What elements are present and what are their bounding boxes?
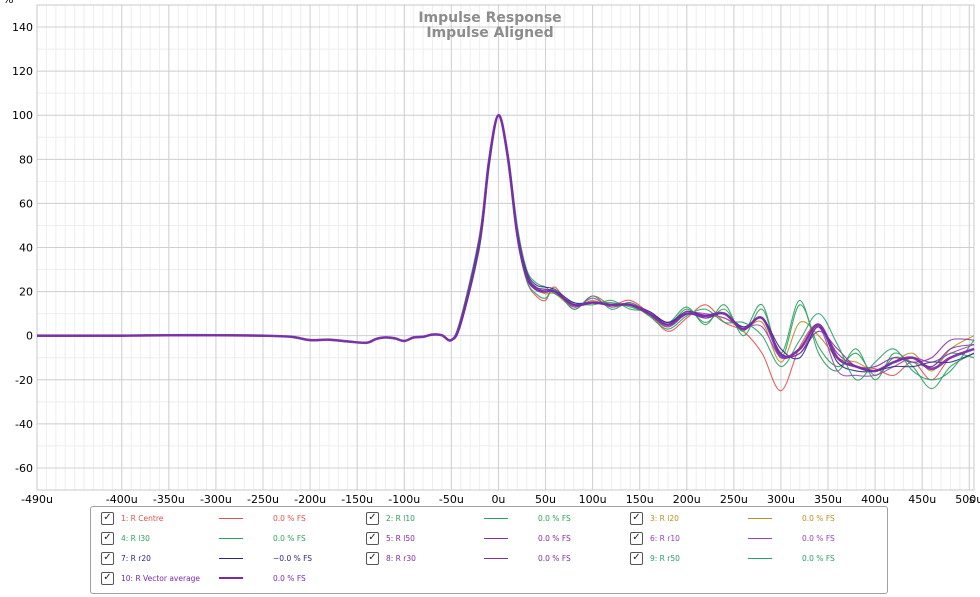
y-tick-label: -20 (15, 374, 33, 387)
legend-series-name: 2: R l10 (386, 513, 415, 523)
x-tick-label: -300u (200, 493, 232, 506)
legend-line-swatch (484, 517, 508, 519)
x-tick-label: 50u (535, 493, 556, 506)
legend-item: ✓ 5: R l50 0.0 % FS (366, 529, 571, 547)
legend-series-name: 9: R r50 (650, 553, 680, 563)
series-line-3 (36, 114, 975, 372)
legend-series-name: 7: R r20 (121, 553, 151, 563)
x-tick-label: -100u (388, 493, 420, 506)
legend-series-name: 5: R l50 (386, 533, 415, 543)
legend-line-swatch (748, 517, 772, 519)
legend-value: 0.0 % FS (802, 513, 835, 523)
legend-checkbox[interactable]: ✓ (101, 551, 114, 565)
legend-panel: ✓ 1: R Centre 0.0 % FS ✓ 2: R l10 0.0 % FS ✓ 3:… (90, 506, 888, 594)
legend-line-swatch (219, 517, 243, 519)
chart-title: Impulse Response (418, 10, 561, 26)
y-tick-label: 20 (19, 286, 33, 299)
legend-checkbox[interactable]: ✓ (101, 531, 114, 545)
y-axis-unit: % (3, 0, 13, 6)
legend-line-swatch (219, 557, 243, 559)
legend-item: ✓ 2: R l10 0.0 % FS (366, 509, 571, 527)
x-tick-label: 250u (720, 493, 748, 506)
legend-item: ✓ 9: R r50 0.0 % FS (630, 549, 835, 567)
x-tick-label: 500u (955, 493, 980, 506)
x-tick-label: 0u (491, 493, 505, 506)
x-tick-label: 350u (814, 493, 842, 506)
series-line-10 (36, 113, 975, 373)
legend-checkbox[interactable]: ✓ (630, 511, 643, 525)
y-tick-label: -40 (15, 418, 33, 431)
legend-checkbox[interactable]: ✓ (366, 531, 379, 545)
series-lines (36, 113, 975, 392)
legend-line-swatch (748, 537, 772, 539)
legend-checkbox[interactable]: ✓ (101, 571, 114, 585)
x-tick-label: -400u (106, 493, 138, 506)
x-tick-label: -350u (153, 493, 185, 506)
legend-value: 0.0 % FS (273, 573, 306, 583)
y-tick-label: 0 (26, 330, 33, 343)
x-tick-label: -200u (294, 493, 326, 506)
y-tick-label: 120 (12, 65, 33, 78)
x-tick-label: 100u (579, 493, 607, 506)
legend-value: 0.0 % FS (273, 533, 306, 543)
series-line-7 (36, 114, 975, 373)
legend-value: 0.0 % FS (802, 553, 835, 563)
legend-line-swatch (484, 537, 508, 539)
x-tick-label: 150u (626, 493, 654, 506)
legend-series-name: 1: R Centre (121, 513, 164, 523)
legend-value: −0.0 % FS (273, 553, 313, 563)
y-tick-label: 80 (19, 153, 33, 166)
legend-item: ✓ 8: R r30 0.0 % FS (366, 549, 571, 567)
legend-item: ✓ 7: R r20 −0.0 % FS (101, 549, 312, 567)
x-tick-label: 300u (767, 493, 795, 506)
y-tick-label: -60 (15, 462, 33, 475)
x-tick-label: -50u (439, 493, 464, 506)
legend-item: ✓ 1: R Centre 0.0 % FS (101, 509, 306, 527)
x-tick-label: -150u (341, 493, 373, 506)
y-tick-label: 40 (19, 242, 33, 255)
series-line-5 (36, 114, 975, 369)
legend-item: ✓ 6: R r10 0.0 % FS (630, 529, 835, 547)
x-tick-label: -250u (247, 493, 279, 506)
legend-line-swatch (219, 577, 243, 579)
y-tick-label: 100 (12, 109, 33, 122)
x-axis-unit: s (969, 493, 975, 506)
legend-item: ✓ 4: R l30 0.0 % FS (101, 529, 306, 547)
legend-checkbox[interactable]: ✓ (366, 551, 379, 565)
x-tick-label: 450u (908, 493, 936, 506)
legend-series-name: 3: R l20 (650, 513, 679, 523)
grid (36, 4, 975, 491)
legend-series-name: 8: R r30 (386, 553, 416, 563)
tick-labels: -490u -400u -350u -300u -250u -200u -150u -100u… (12, 21, 980, 506)
legend-series-name: 6: R r10 (650, 533, 680, 543)
legend-series-name: 10: R Vector average (121, 573, 201, 583)
x-tick-label: 200u (673, 493, 701, 506)
series-line-8 (36, 114, 975, 372)
legend-line-swatch (484, 557, 508, 559)
legend-value: 0.0 % FS (538, 513, 571, 523)
legend-value: 0.0 % FS (802, 533, 835, 543)
legend-item: ✓ 10: R Vector average 0.0 % FS (101, 569, 306, 587)
legend-checkbox[interactable]: ✓ (101, 511, 114, 525)
legend-series-name: 4: R l30 (121, 533, 150, 543)
legend-checkbox[interactable]: ✓ (630, 551, 643, 565)
legend-checkbox[interactable]: ✓ (630, 531, 643, 545)
legend-value: 0.0 % FS (273, 513, 306, 523)
impulse-response-chart: -490u -400u -350u -300u -250u -200u -150u -100u… (3, 0, 980, 506)
legend-value: 0.0 % FS (538, 553, 571, 563)
legend-line-swatch (748, 557, 772, 559)
x-tick-label: 400u (861, 493, 889, 506)
legend-item: ✓ 3: R l20 0.0 % FS (630, 509, 835, 527)
y-tick-label: 60 (19, 197, 33, 210)
legend-line-swatch (219, 537, 243, 539)
plot-border (36, 4, 975, 491)
legend-checkbox[interactable]: ✓ (366, 511, 379, 525)
legend-value: 0.0 % FS (538, 533, 571, 543)
y-tick-label: 140 (12, 21, 33, 34)
x-tick-label: -490u (21, 493, 53, 506)
chart-subtitle: Impulse Aligned (426, 25, 553, 41)
